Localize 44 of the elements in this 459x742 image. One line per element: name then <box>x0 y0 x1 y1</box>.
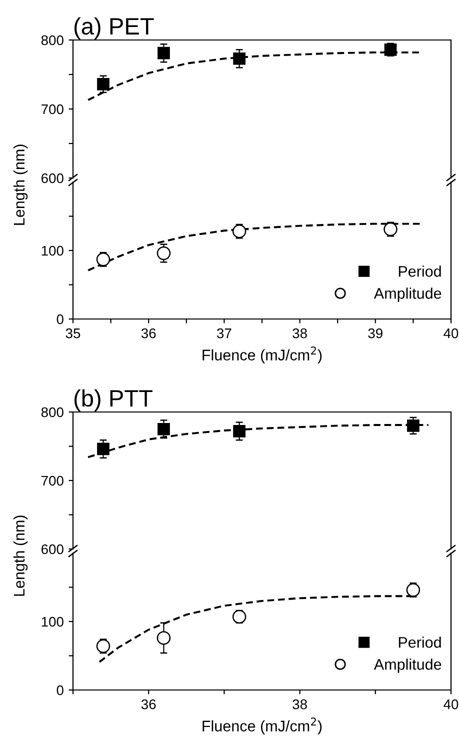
legend-label: Amplitude <box>374 658 442 673</box>
x-tick-label: 38 <box>292 699 307 710</box>
x-axis-title: Fluence (mJ/cm$^{2}$) <box>202 346 322 364</box>
point <box>97 442 110 456</box>
point <box>233 425 246 438</box>
point <box>232 224 246 238</box>
chart-title: (b) PTT <box>74 389 152 412</box>
y-tick-label: 800 <box>41 35 64 46</box>
point <box>158 46 170 60</box>
y-tick-label: 0 <box>56 314 64 324</box>
chart-title: (a) PET <box>74 17 154 40</box>
y-tick-label: 600 <box>42 173 64 184</box>
y-tick-label: 700 <box>42 104 64 114</box>
y-axis-title: Length (nm) <box>13 516 28 596</box>
y-tick-label: 100 <box>42 616 64 627</box>
point <box>96 252 110 266</box>
point <box>158 422 170 436</box>
point <box>406 583 420 597</box>
point <box>97 78 110 90</box>
y-tick-label: 100 <box>42 246 64 256</box>
y-tick-label: 700 <box>42 476 64 486</box>
point <box>233 52 246 65</box>
y-tick-label: 600 <box>42 544 64 554</box>
y-tick-label: 0 <box>56 685 64 696</box>
legend-label: Period <box>398 266 441 277</box>
x-tick-label: 39 <box>368 328 382 338</box>
point <box>156 246 171 260</box>
x-tick-label: 37 <box>217 328 232 338</box>
point <box>156 631 171 645</box>
x-tick-label: 35 <box>66 328 80 338</box>
y-tick-label: 800 <box>41 407 64 418</box>
x-tick-label: 36 <box>141 328 156 338</box>
x-tick-label: 38 <box>292 328 307 338</box>
y-axis-title: Length (nm) <box>13 144 28 225</box>
legend-label: Amplitude <box>374 288 442 302</box>
x-tick-label: 40 <box>444 699 458 710</box>
x-tick-label: 40 <box>444 328 458 338</box>
legend-label: Period <box>398 636 441 648</box>
point <box>384 222 398 236</box>
x-axis-title: Fluence (mJ/cm$^{2}$) <box>202 718 322 734</box>
x-tick-label: 36 <box>141 699 156 710</box>
point <box>232 610 246 624</box>
point <box>96 639 110 654</box>
point <box>407 420 420 432</box>
